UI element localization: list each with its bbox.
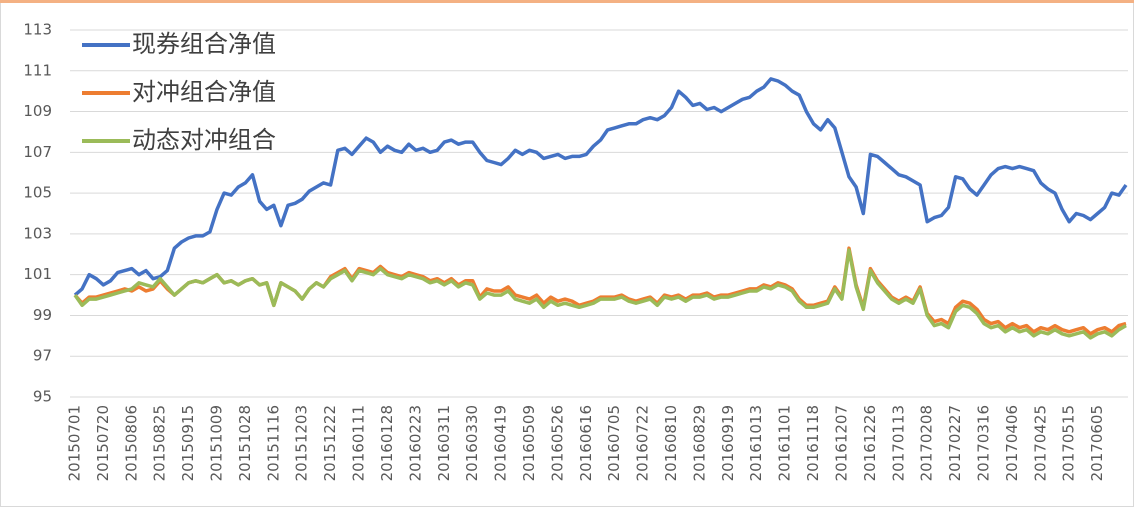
y-tick-label: 107 <box>23 143 52 161</box>
x-tick-label: 20160311 <box>435 405 453 481</box>
y-tick-label: 95 <box>33 388 52 406</box>
legend-label: 现券组合净值 <box>132 30 276 58</box>
y-tick-label: 113 <box>23 21 52 39</box>
x-tick-label: 20160330 <box>463 405 481 481</box>
x-tick-label: 20160829 <box>690 405 708 481</box>
y-tick-label: 103 <box>23 224 52 242</box>
x-tick-label: 20151116 <box>264 405 282 481</box>
x-tick-label: 20161118 <box>804 405 822 481</box>
x-tick-label: 20150825 <box>151 405 169 481</box>
legend-label: 对冲组合净值 <box>132 78 276 106</box>
x-tick-label: 20160223 <box>406 405 424 481</box>
x-tick-label: 20160705 <box>605 405 623 481</box>
x-tick-label: 20160509 <box>520 405 538 481</box>
y-tick-label: 101 <box>23 265 52 283</box>
x-tick-label: 20170406 <box>1003 405 1021 481</box>
y-tick-label: 97 <box>33 347 52 365</box>
x-tick-label: 20170316 <box>974 405 992 481</box>
y-tick-label: 111 <box>23 61 52 79</box>
x-tick-label: 20170113 <box>889 405 907 481</box>
y-tick-label: 99 <box>33 306 52 324</box>
series-line <box>73 77 1128 297</box>
x-tick-label: 20160128 <box>378 405 396 481</box>
x-tick-label: 20161207 <box>832 405 850 481</box>
x-tick-label: 20161101 <box>776 405 794 481</box>
legend-label: 动态对冲组合 <box>132 126 276 154</box>
x-tick-label: 20170425 <box>1031 405 1049 481</box>
x-tick-label: 20160419 <box>492 405 510 481</box>
x-tick-label: 20170208 <box>918 405 936 481</box>
x-tick-label: 20160111 <box>350 405 368 481</box>
x-tick-label: 20170515 <box>1060 405 1078 481</box>
x-tick-label: 20160526 <box>548 405 566 481</box>
x-tick-label: 20161013 <box>747 405 765 481</box>
x-tick-label: 20170605 <box>1088 405 1106 481</box>
x-tick-label: 20161226 <box>861 405 879 481</box>
x-tick-label: 20150915 <box>179 405 197 481</box>
x-tick-label: 20160722 <box>634 405 652 481</box>
x-tick-label: 20170227 <box>946 405 964 481</box>
y-tick-label: 105 <box>23 184 52 202</box>
x-tick-label: 20150701 <box>66 405 84 481</box>
x-tick-label: 20151009 <box>208 405 226 481</box>
x-tick-label: 20160919 <box>719 405 737 481</box>
x-tick-label: 20150806 <box>122 405 140 481</box>
x-tick-label: 20151028 <box>236 405 254 481</box>
x-tick-label: 20151222 <box>321 405 339 481</box>
series-line <box>73 248 1127 340</box>
y-tick-label: 109 <box>23 102 52 120</box>
x-tick-label: 20160616 <box>577 405 595 481</box>
x-tick-label: 20160810 <box>662 405 680 481</box>
x-tick-label: 20150720 <box>94 405 112 481</box>
x-tick-label: 20151203 <box>293 405 311 481</box>
